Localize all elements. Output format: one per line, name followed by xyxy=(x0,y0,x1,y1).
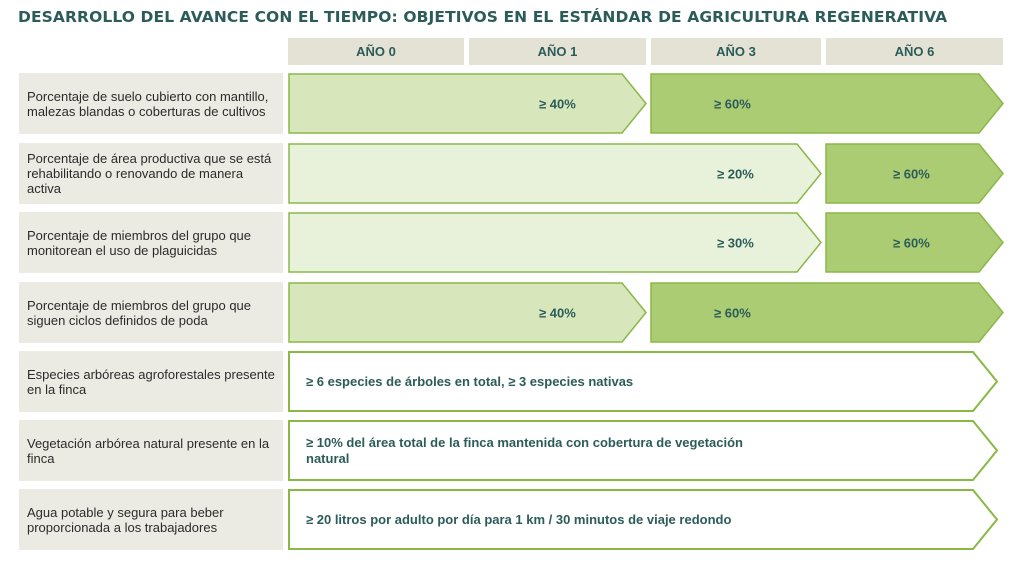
arrow-pruning-cycles-1 xyxy=(650,282,1004,343)
row-label-soil-cover: Porcentaje de suelo cubierto con mantill… xyxy=(19,73,283,134)
target-value-soil-cover-0: ≥ 40% xyxy=(539,97,576,112)
target-value-pruning-cycles-0: ≥ 40% xyxy=(539,306,576,321)
row-label-productive-area: Porcentaje de área productiva que se est… xyxy=(19,143,283,204)
arrow-drinking-water-0 xyxy=(288,489,999,550)
arrow-pesticide-monitoring-0 xyxy=(288,212,822,273)
target-text-natural-vegetation: ≥ 10% del área total de la finca manteni… xyxy=(306,434,743,466)
page-title: DESARROLLO DEL AVANCE CON EL TIEMPO: OBJ… xyxy=(18,8,948,26)
target-text-drinking-water: ≥ 20 litros por adulto por día para 1 km… xyxy=(306,511,732,527)
arrow-soil-cover-1 xyxy=(650,73,1004,134)
year-header-3: AÑO 3 xyxy=(651,38,821,65)
arrow-natural-vegetation-0 xyxy=(288,420,999,481)
row-label-natural-vegetation: Vegetación arbórea natural presente en l… xyxy=(19,420,283,481)
target-value-pesticide-monitoring-0: ≥ 30% xyxy=(717,236,754,251)
arrow-productive-area-1 xyxy=(825,143,1004,204)
target-value-pruning-cycles-1: ≥ 60% xyxy=(714,306,751,321)
target-value-soil-cover-1: ≥ 60% xyxy=(714,97,751,112)
target-value-pesticide-monitoring-1: ≥ 60% xyxy=(893,236,930,251)
row-label-agroforestry-species: Especies arbóreas agroforestales present… xyxy=(19,351,283,412)
year-header-6: AÑO 6 xyxy=(826,38,1003,65)
arrow-soil-cover-0 xyxy=(288,73,647,134)
target-value-productive-area-1: ≥ 60% xyxy=(893,167,930,182)
target-text-agroforestry-species: ≥ 6 especies de árboles en total, ≥ 3 es… xyxy=(306,373,634,389)
arrow-pruning-cycles-0 xyxy=(288,282,647,343)
row-label-pesticide-monitoring: Porcentaje de miembros del grupo que mon… xyxy=(19,212,283,273)
target-value-productive-area-0: ≥ 20% xyxy=(717,167,754,182)
year-header-1: AÑO 1 xyxy=(469,38,646,65)
arrow-productive-area-0 xyxy=(288,143,822,204)
year-header-0: AÑO 0 xyxy=(288,38,464,65)
row-label-pruning-cycles: Porcentaje de miembros del grupo que sig… xyxy=(19,282,283,343)
arrow-agroforestry-species-0 xyxy=(288,351,999,412)
row-label-drinking-water: Agua potable y segura para beber proporc… xyxy=(19,489,283,550)
arrow-pesticide-monitoring-1 xyxy=(825,212,1004,273)
